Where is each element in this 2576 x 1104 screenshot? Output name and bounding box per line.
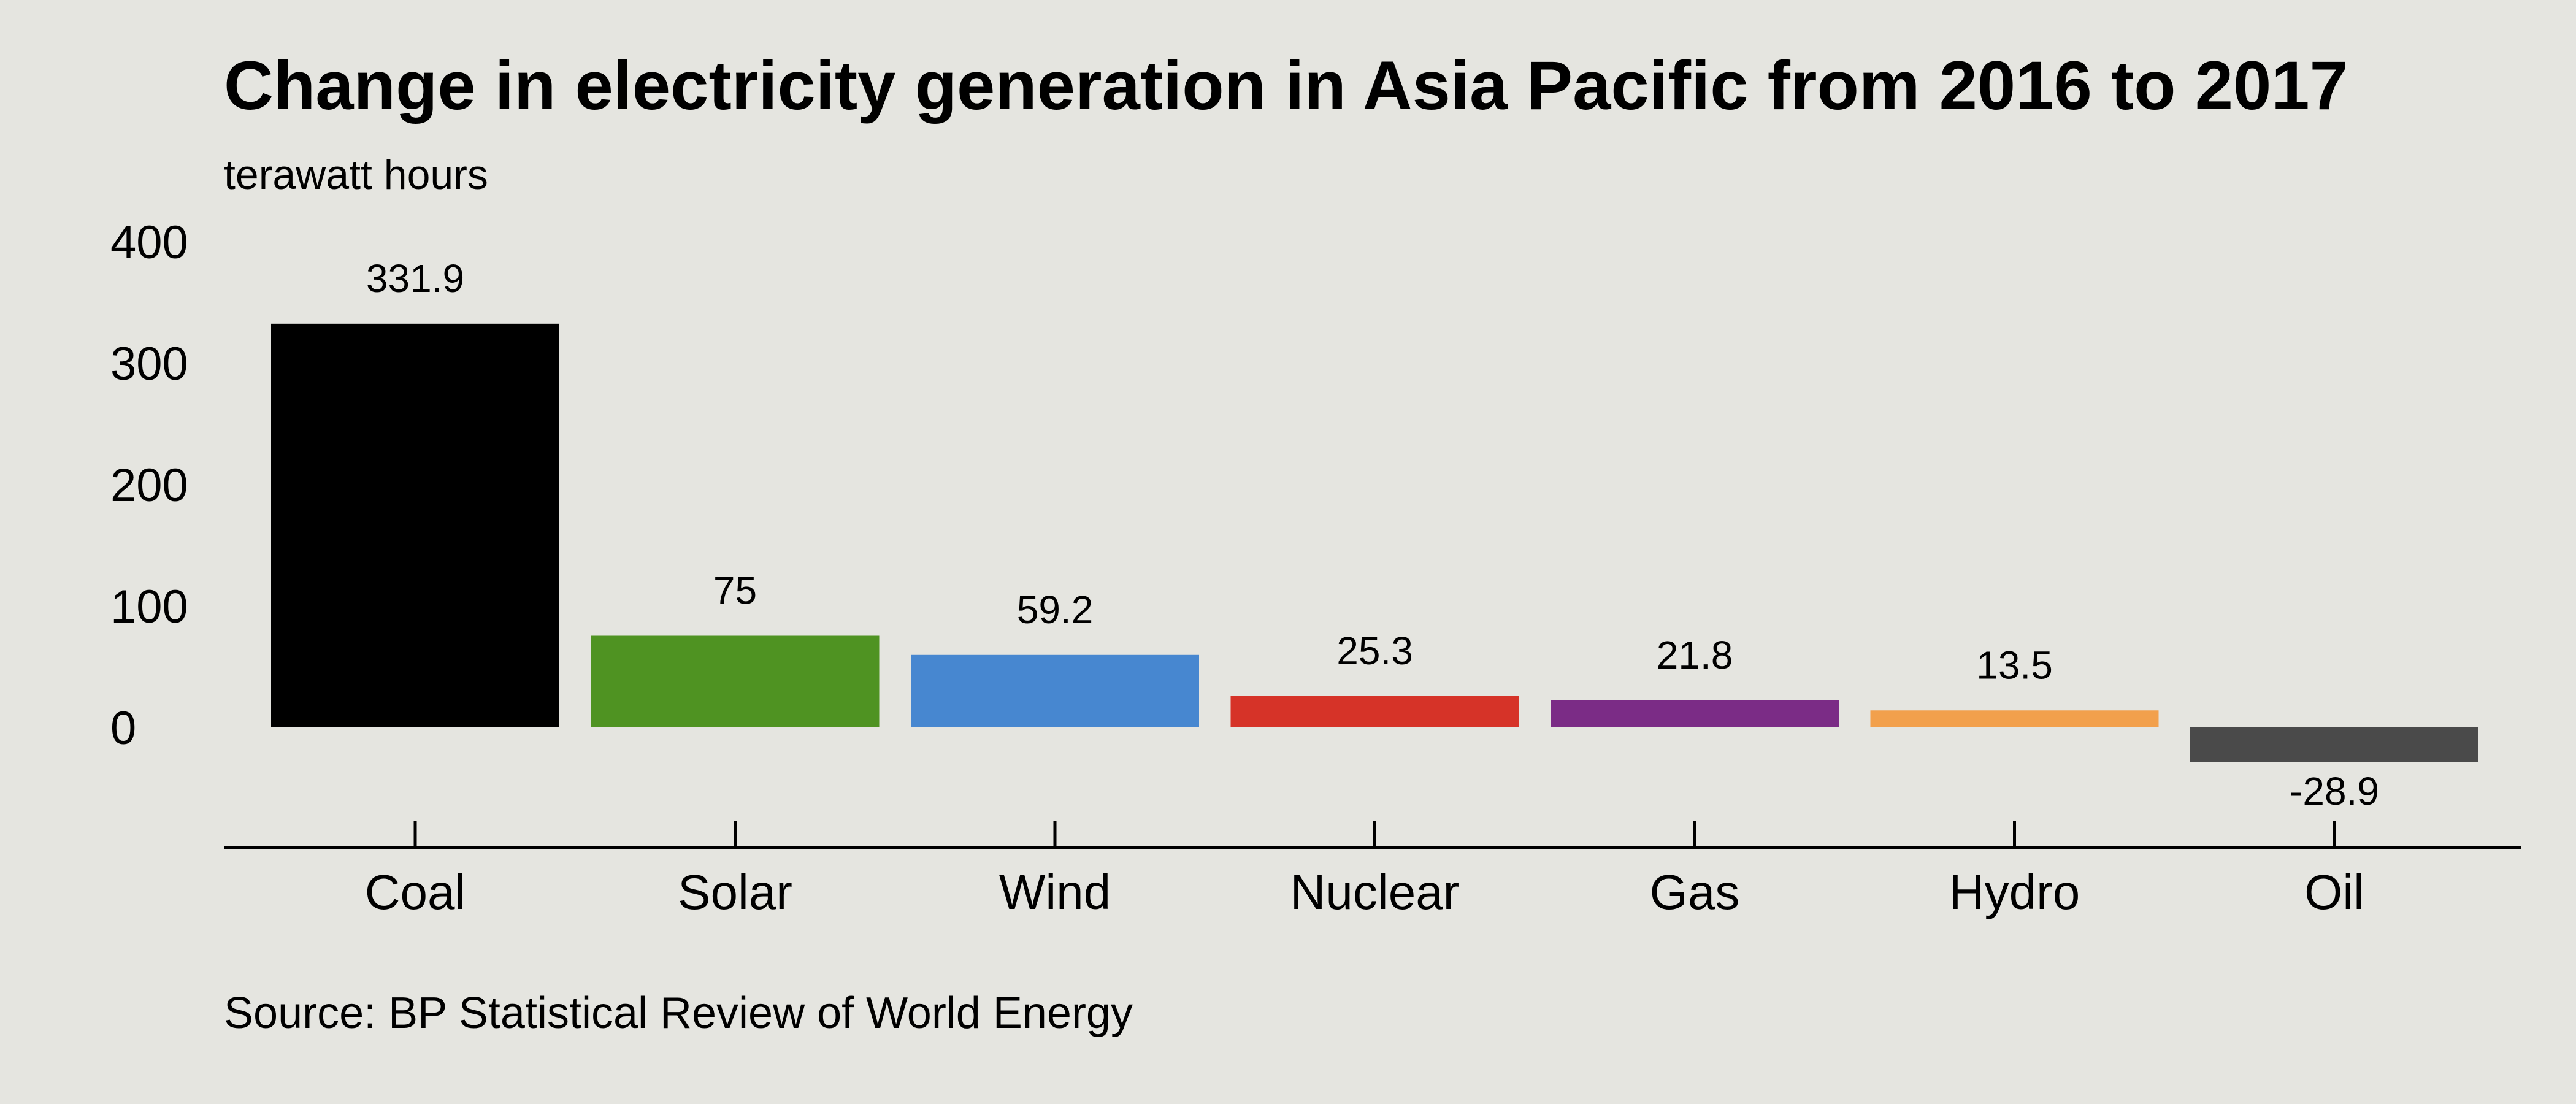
data-label: 59.2 (1017, 588, 1094, 632)
y-tick-label: 100 (110, 581, 188, 633)
data-label: 21.8 (1657, 633, 1733, 677)
data-label: 75 (713, 569, 757, 613)
chart-source: Source: BP Statistical Review of World E… (224, 989, 1133, 1038)
x-tick-label: Oil (2304, 865, 2364, 919)
bar-gas (1551, 700, 1839, 727)
bar-wind (911, 654, 1199, 727)
bar-solar (591, 635, 880, 727)
bars: 331.9 75 59.2 25.3 21.8 13.5 -28.9 (271, 256, 2478, 813)
x-tick-label: Solar (678, 865, 792, 919)
x-tick-label: Wind (999, 865, 1111, 919)
data-label: 25.3 (1336, 629, 1413, 673)
y-tick-label: 300 (110, 338, 188, 390)
chart-title: Change in electricity generation in Asia… (224, 47, 2348, 124)
bar-hydro (1870, 710, 2159, 727)
data-label: 13.5 (1976, 643, 2053, 687)
data-label: -28.9 (2290, 769, 2379, 813)
data-label: 331.9 (366, 256, 464, 301)
x-tick-label: Hydro (1949, 865, 2080, 919)
y-tick-label: 200 (110, 459, 188, 512)
chart-subtitle: terawatt hours (224, 151, 488, 198)
x-tick-label: Coal (365, 865, 466, 919)
y-tick-label: 0 (110, 702, 136, 754)
bar-oil (2190, 727, 2478, 762)
bar-nuclear (1230, 696, 1519, 727)
bar-coal (271, 323, 559, 727)
x-tick-label: Gas (1650, 865, 1740, 919)
x-axis: Coal Solar Wind Nuclear Gas Hydro Oil (224, 821, 2521, 919)
y-tick-label: 400 (110, 217, 188, 269)
x-tick-label: Nuclear (1290, 865, 1460, 919)
y-axis: 0 100 200 300 400 (110, 217, 188, 754)
